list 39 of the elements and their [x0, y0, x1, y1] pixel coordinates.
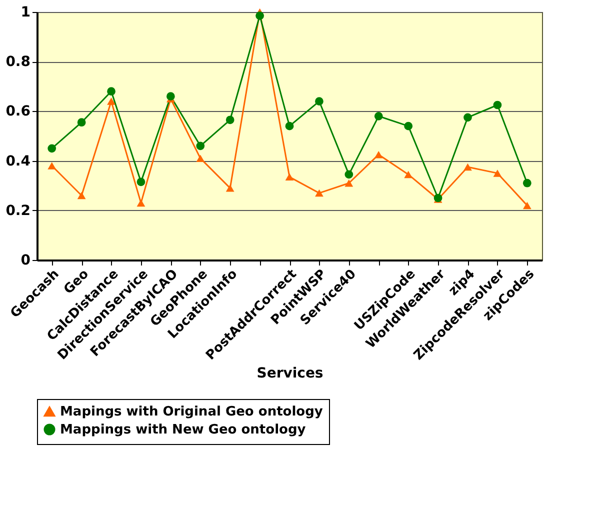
point [256, 12, 264, 20]
point [374, 150, 383, 158]
point [493, 170, 502, 177]
y-tick-label: 0 [20, 252, 31, 268]
point [77, 118, 86, 127]
x-axis-title: Services [256, 366, 324, 382]
point [196, 142, 205, 150]
legend-label: Mappings with New Geo ontology [60, 422, 306, 438]
point [77, 192, 86, 200]
point [285, 173, 294, 181]
point [344, 170, 354, 179]
y-tick-label: 1 [20, 4, 30, 20]
point [404, 122, 413, 130]
y-tick-label: 0.2 [6, 202, 30, 219]
point [315, 97, 324, 106]
point [107, 98, 116, 105]
point [226, 184, 234, 192]
point [374, 112, 383, 120]
point [48, 144, 56, 153]
y-tick-label: 0.4 [6, 153, 31, 170]
point [285, 122, 294, 130]
point [344, 179, 354, 187]
point [136, 199, 146, 207]
y-tick-label: 0.6 [6, 104, 30, 120]
point [136, 178, 146, 186]
point [107, 87, 116, 96]
y-tick-label: 0.8 [6, 54, 30, 70]
legend-label: Mapings with Original Geo ontology [60, 404, 324, 420]
point [404, 170, 413, 178]
point [522, 178, 532, 188]
point [166, 92, 175, 100]
point [464, 163, 472, 171]
point [522, 202, 532, 210]
point [493, 100, 502, 110]
point [226, 116, 234, 124]
point [48, 162, 56, 170]
point [196, 154, 205, 162]
point [464, 113, 472, 122]
point [315, 189, 324, 197]
